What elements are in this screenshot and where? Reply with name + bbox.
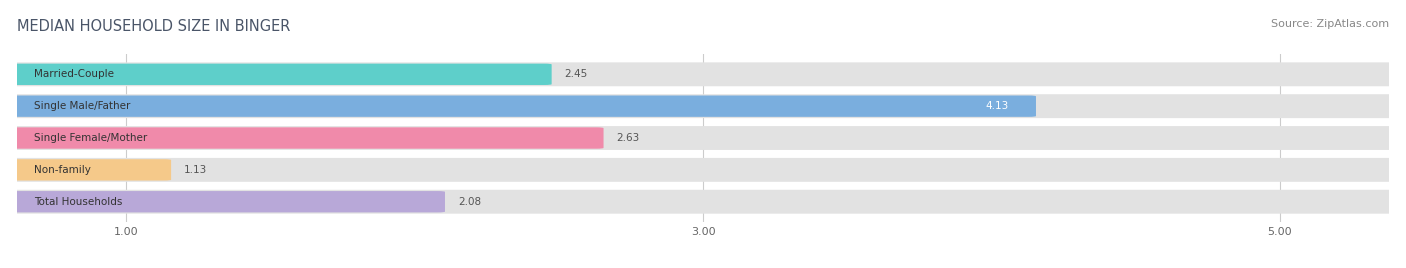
Text: Non-family: Non-family [34,165,91,175]
FancyBboxPatch shape [10,191,444,213]
FancyBboxPatch shape [10,126,1396,150]
FancyBboxPatch shape [10,190,1396,214]
FancyBboxPatch shape [10,159,172,181]
Text: Total Households: Total Households [34,197,122,207]
FancyBboxPatch shape [10,94,1396,118]
Text: MEDIAN HOUSEHOLD SIZE IN BINGER: MEDIAN HOUSEHOLD SIZE IN BINGER [17,19,290,34]
Text: Source: ZipAtlas.com: Source: ZipAtlas.com [1271,19,1389,29]
Text: 2.63: 2.63 [616,133,640,143]
FancyBboxPatch shape [10,127,603,149]
FancyBboxPatch shape [10,95,1036,117]
FancyBboxPatch shape [10,62,1396,86]
Text: 1.13: 1.13 [184,165,207,175]
FancyBboxPatch shape [10,158,1396,182]
Text: 4.13: 4.13 [986,101,1008,111]
Text: Single Female/Mother: Single Female/Mother [34,133,148,143]
Text: Married-Couple: Married-Couple [34,69,114,79]
Text: Single Male/Father: Single Male/Father [34,101,131,111]
Text: 2.45: 2.45 [565,69,588,79]
Text: 2.08: 2.08 [458,197,481,207]
FancyBboxPatch shape [10,64,551,85]
